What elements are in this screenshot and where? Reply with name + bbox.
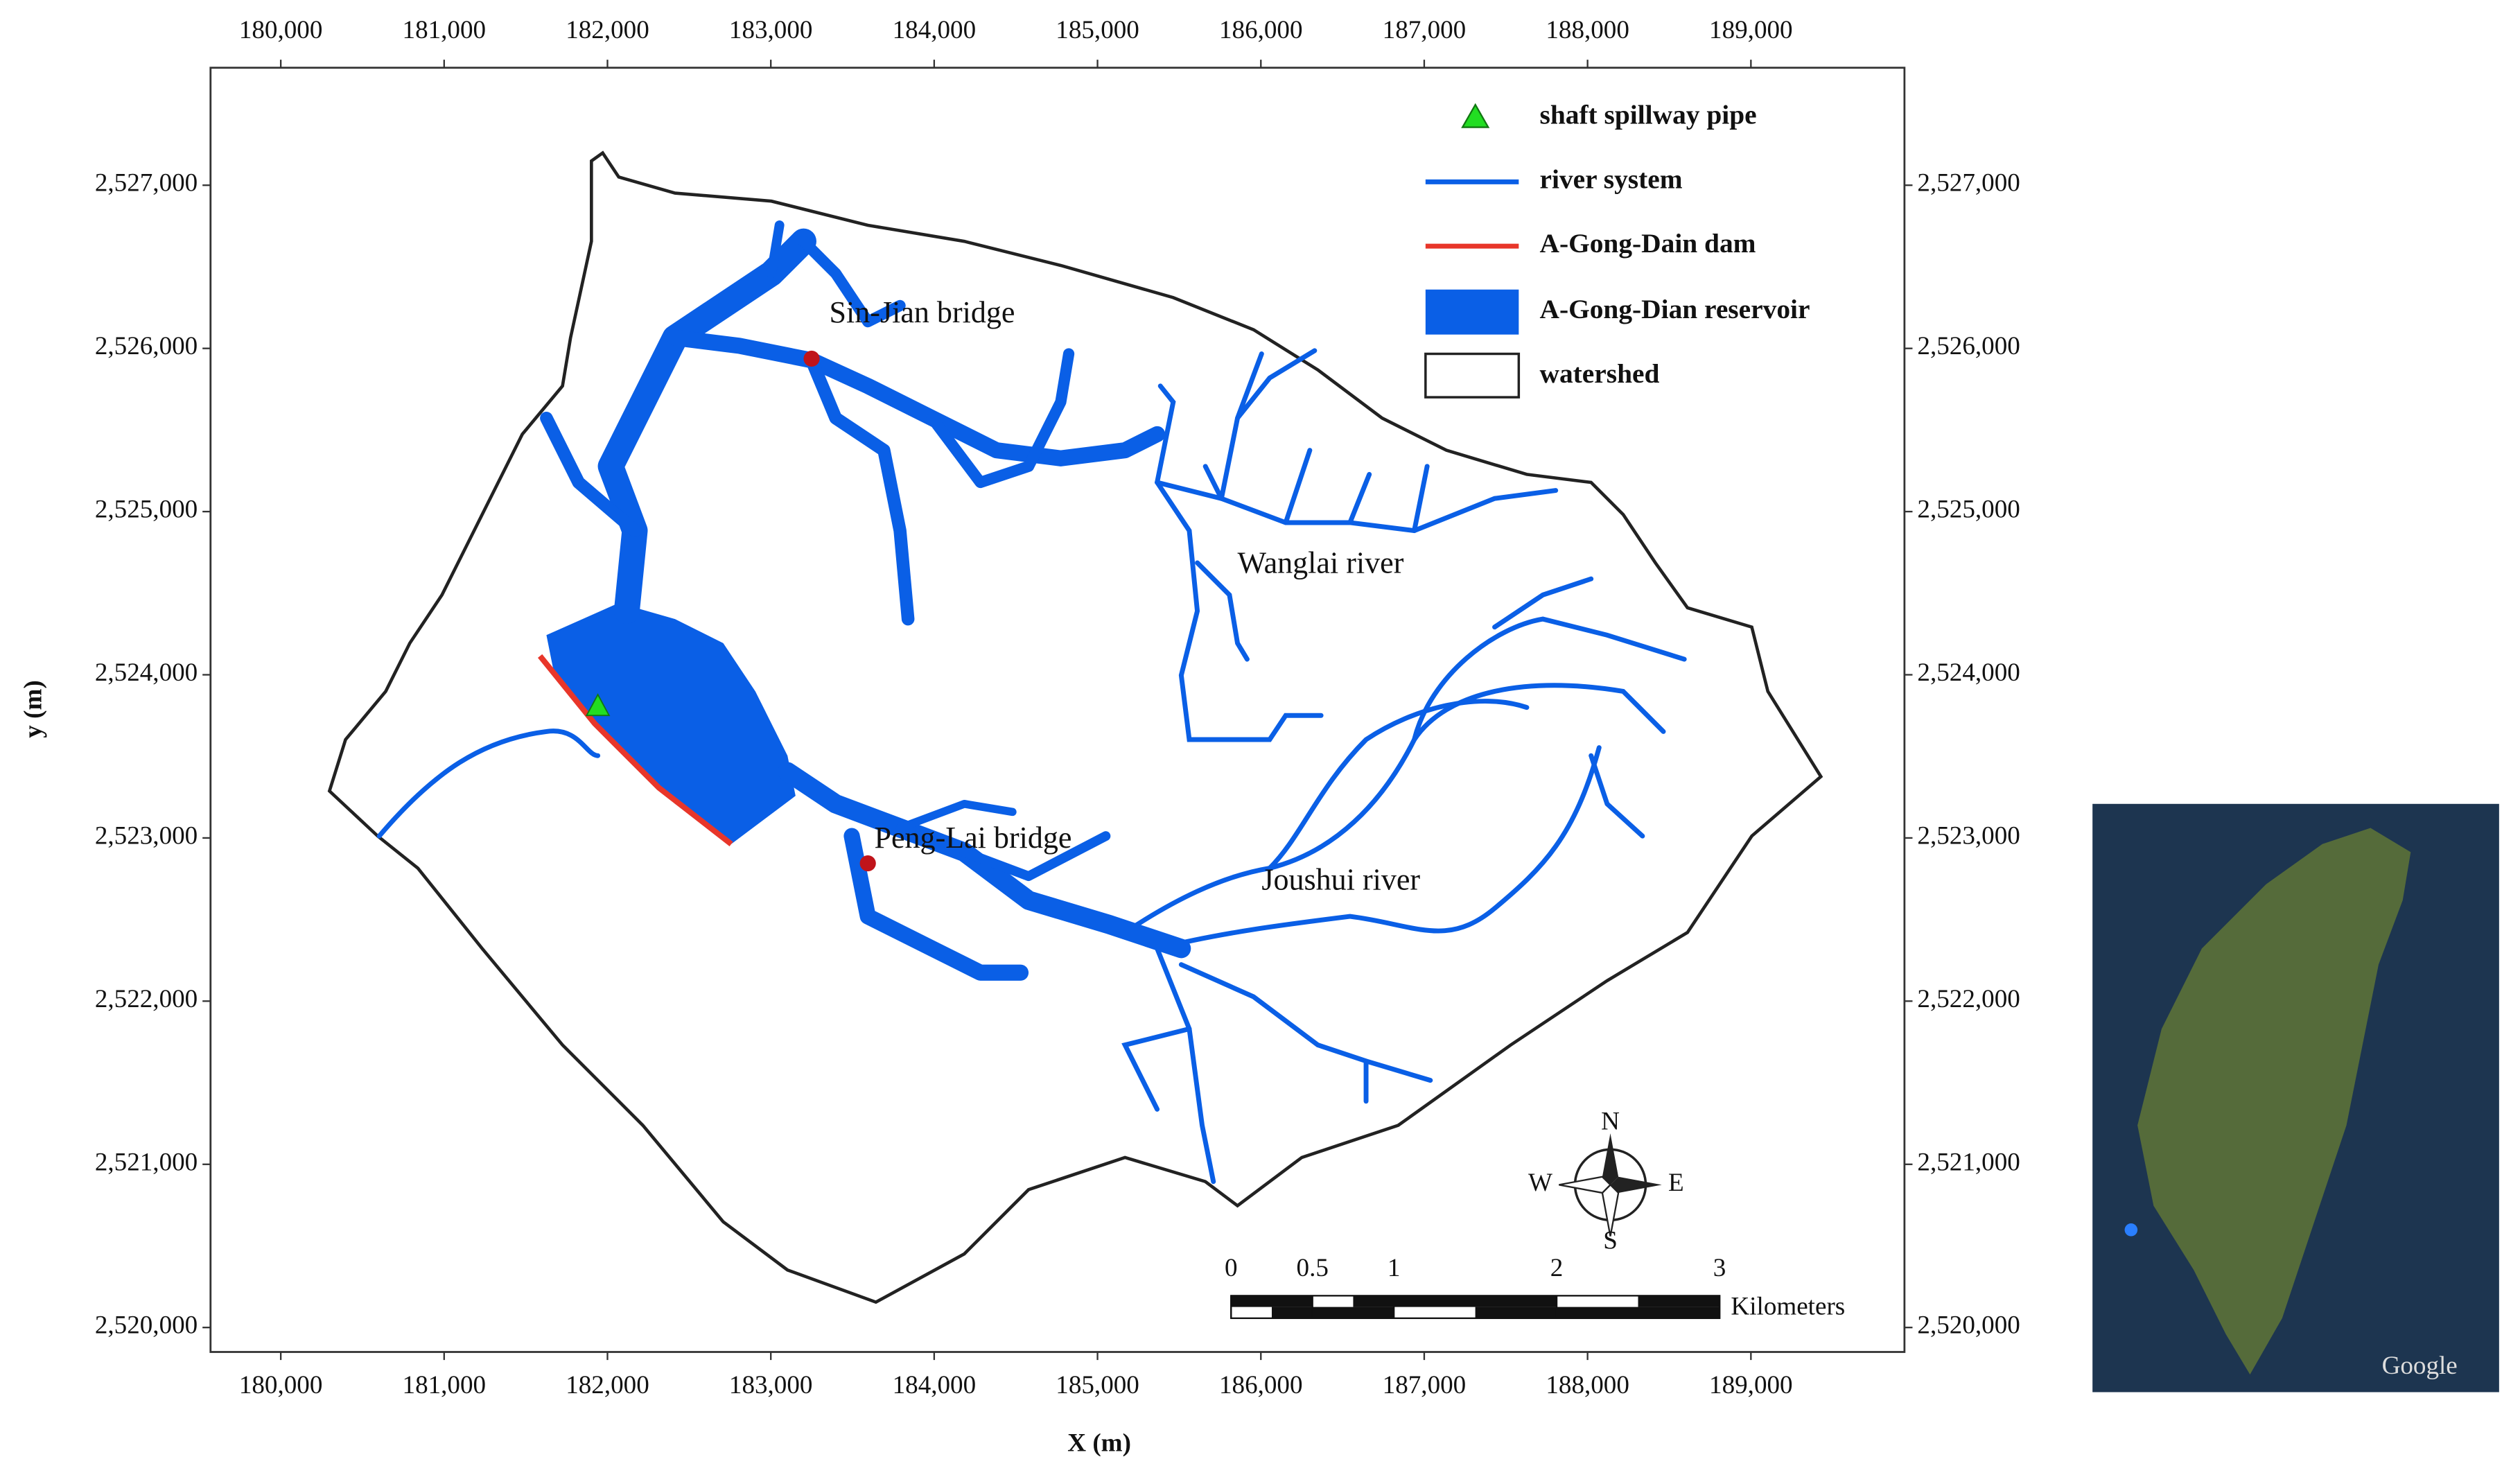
place-label: Joushui river — [1261, 863, 1420, 897]
compass: N E S W — [1528, 1108, 1684, 1255]
compass-label: W — [1528, 1169, 1552, 1197]
x-tick-label: 181,000 — [403, 1371, 487, 1399]
x-tick-label: 186,000 — [1219, 1371, 1303, 1399]
legend-symbol — [1424, 352, 1521, 399]
y-tick-label: 2,525,000 — [1917, 496, 2020, 524]
x-tick-label: 184,000 — [893, 16, 977, 44]
scale-bar: Kilometers 0 0.5 1 2 3 — [1225, 1254, 1845, 1321]
legend-label: river system — [1539, 164, 1682, 194]
x-tick-label: 180,000 — [239, 1371, 323, 1399]
legend-symbol — [1425, 289, 1519, 335]
x-tick-label: 181,000 — [403, 16, 487, 44]
y-tick-label: 2,524,000 — [1917, 658, 2020, 687]
x-tick-label: 183,000 — [729, 16, 813, 44]
y-tick-label: 2,521,000 — [1917, 1148, 2020, 1176]
y-tick-label: 2,521,000 — [95, 1148, 198, 1176]
place-label: Wanglai river — [1238, 546, 1404, 580]
scale-bar-segment — [1271, 1307, 1313, 1318]
x-tick-label: 184,000 — [893, 1371, 977, 1399]
inset-credit: Google — [2382, 1352, 2458, 1380]
place-label: Sin-Jian bridge — [830, 295, 1015, 329]
scale-bar-label: 1 — [1388, 1254, 1401, 1282]
rivers — [376, 348, 1687, 1185]
x-tick-label: 189,000 — [1709, 1371, 1793, 1399]
scale-bar-segment — [1353, 1295, 1394, 1307]
compass-label: N — [1601, 1108, 1620, 1136]
x-tick-label: 187,000 — [1383, 16, 1467, 44]
compass-point — [1610, 1176, 1662, 1193]
x-tick-label: 186,000 — [1219, 16, 1303, 44]
bridge-marker — [859, 855, 876, 872]
y-tick-label: 2,524,000 — [95, 658, 198, 687]
scale-bar-label: 0.5 — [1297, 1254, 1329, 1282]
watershed-boundary — [327, 150, 1823, 1304]
spillway-marker — [585, 693, 611, 717]
y-tick-label: 2,520,000 — [1917, 1311, 2020, 1340]
bridge-marker — [803, 350, 820, 367]
x-tick-label: 187,000 — [1383, 1371, 1467, 1399]
compass-point — [1602, 1133, 1619, 1185]
x-tick-label: 183,000 — [729, 1371, 813, 1399]
x-tick-label: 189,000 — [1709, 16, 1793, 44]
x-tick-label: 180,000 — [239, 16, 323, 44]
scale-bar-unit: Kilometers — [1731, 1292, 1845, 1320]
scale-bar-label: 0 — [1225, 1254, 1238, 1282]
scale-bar-segment — [1231, 1295, 1313, 1307]
inset-location — [2124, 1223, 2138, 1237]
scale-bar-label: 2 — [1550, 1254, 1564, 1282]
x-axis-title: X (m) — [1067, 1429, 1131, 1458]
scale-bar-segment — [1475, 1307, 1557, 1318]
scale-bar-segment — [1557, 1307, 1720, 1318]
compass-label: E — [1668, 1169, 1684, 1197]
inset-land — [2137, 828, 2411, 1374]
x-tick-label: 185,000 — [1056, 1371, 1139, 1399]
legend-label: A-Gong-Dian reservoir — [1539, 294, 1810, 324]
y-tick-label: 2,527,000 — [1917, 169, 2020, 198]
legend-label: watershed — [1539, 358, 1659, 389]
y-tick-label: 2,522,000 — [1917, 985, 2020, 1013]
scale-bar-segment — [1394, 1295, 1557, 1307]
scale-bar-segment — [1312, 1307, 1394, 1318]
y-tick-label: 2,523,000 — [95, 821, 198, 850]
compass-label: S — [1603, 1226, 1618, 1255]
x-tick-label: 188,000 — [1546, 1371, 1629, 1399]
x-tick-label: 185,000 — [1056, 16, 1139, 44]
y-tick-label: 2,525,000 — [95, 496, 198, 524]
y-axis-title: y (m) — [19, 680, 48, 737]
y-tick-label: 2,522,000 — [95, 985, 198, 1013]
y-tick-label: 2,523,000 — [1917, 821, 2020, 850]
x-tick-label: 182,000 — [566, 16, 649, 44]
scale-bar-label: 3 — [1713, 1254, 1726, 1282]
dam — [537, 654, 733, 846]
x-tick-label: 188,000 — [1546, 16, 1629, 44]
legend-symbol — [1461, 103, 1490, 128]
y-tick-label: 2,526,000 — [1917, 332, 2020, 360]
y-tick-label: 2,520,000 — [95, 1311, 198, 1340]
scale-bar-segment — [1638, 1295, 1720, 1307]
y-tick-label: 2,527,000 — [95, 169, 198, 198]
legend: shaft spillway pipe river system A-Gong-… — [1424, 100, 1810, 399]
place-label: Peng-Lai bridge — [874, 821, 1071, 855]
inset-map: Google — [2092, 803, 2499, 1393]
legend-label: A-Gong-Dain dam — [1539, 228, 1756, 259]
reservoir — [540, 220, 1191, 981]
y-tick-label: 2,526,000 — [95, 332, 198, 360]
legend-label: shaft spillway pipe — [1539, 100, 1756, 130]
x-tick-label: 182,000 — [566, 1371, 649, 1399]
